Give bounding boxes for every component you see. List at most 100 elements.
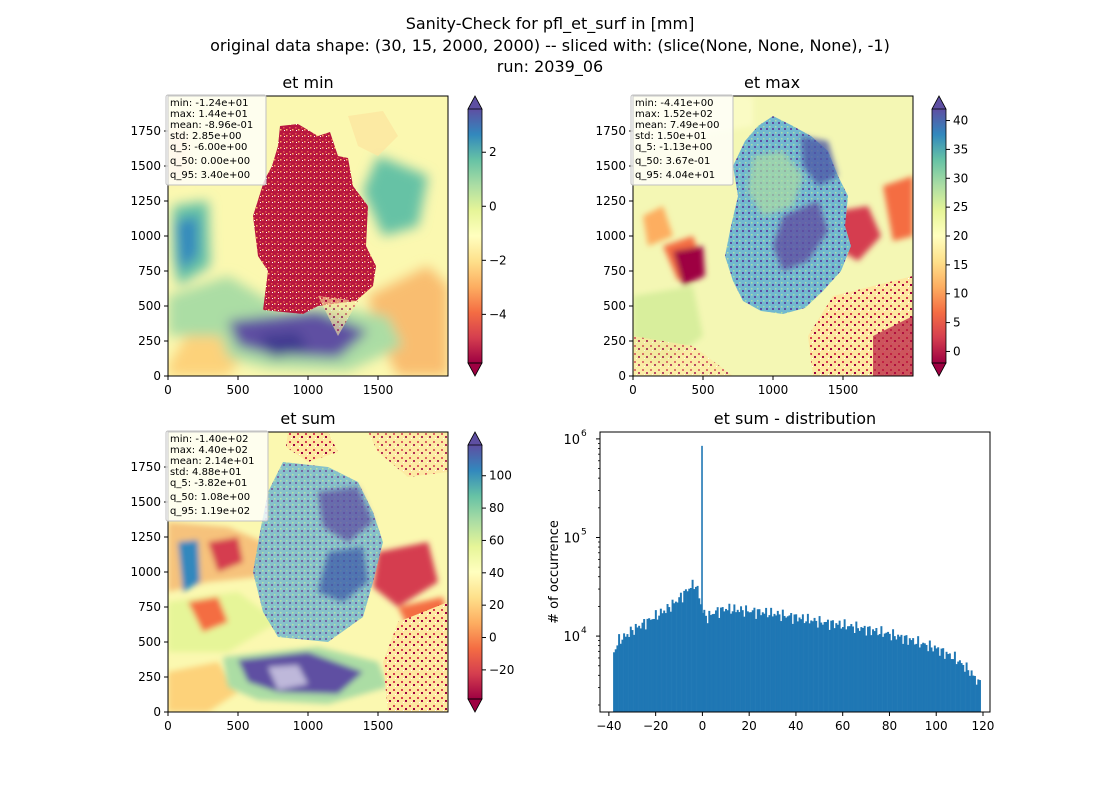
histogram-bar — [713, 613, 716, 712]
histogram-bar — [820, 622, 823, 712]
histogram-bar — [743, 616, 746, 712]
stats-line: std: 1.50e+01 — [635, 131, 707, 142]
histogram-bar — [857, 628, 859, 712]
histogram-bar — [972, 675, 975, 712]
stats-line: q_50: 3.67e-01 — [635, 156, 710, 167]
histogram-bar — [626, 634, 629, 712]
histogram-bar — [877, 635, 880, 712]
histogram-bar — [800, 619, 803, 712]
panel-title: et min — [282, 73, 333, 92]
histogram-bar — [683, 590, 686, 712]
histogram-bar — [725, 608, 728, 712]
y-tick-label: 250 — [603, 334, 626, 348]
histogram-bar — [796, 621, 799, 712]
y-tick-label: 1500 — [130, 495, 161, 509]
histogram-bar — [892, 629, 895, 712]
histogram-bar — [775, 615, 778, 712]
histogram-bar — [920, 644, 923, 712]
y-tick-label: 1750 — [595, 124, 626, 138]
histogram-bar — [912, 638, 915, 712]
histogram-bar — [711, 614, 714, 712]
y-tick-label: 1000 — [130, 229, 161, 243]
histogram-bar — [893, 636, 896, 712]
stats-line: mean: -8.96e-01 — [170, 120, 253, 131]
histogram-bar — [745, 605, 748, 712]
histogram-bar — [950, 659, 953, 712]
histogram-bar — [970, 670, 973, 712]
histogram-bar — [852, 626, 854, 712]
histogram-bar — [815, 620, 818, 712]
histogram-bar — [917, 636, 920, 712]
histogram-bar — [883, 633, 886, 712]
histogram-bar — [618, 634, 621, 712]
colorbar-tick-label: 0 — [953, 344, 961, 358]
histogram-bar — [756, 609, 759, 712]
histogram-bar — [751, 610, 754, 712]
histogram-bar — [658, 615, 661, 712]
histogram-bar — [977, 679, 980, 712]
histogram-bar — [927, 651, 930, 712]
histogram-bar — [858, 630, 861, 712]
histogram-bar — [880, 626, 883, 712]
x-tick-label: 100 — [925, 719, 948, 733]
histogram-bar — [863, 625, 866, 712]
x-tick-label: 1500 — [828, 383, 859, 397]
histogram-bar — [735, 612, 738, 712]
histogram-bar — [648, 618, 651, 712]
histogram-bar — [773, 613, 776, 712]
colorbar-tick-label: 40 — [953, 114, 968, 128]
histogram-bar — [872, 629, 875, 712]
histogram-bar — [962, 664, 965, 712]
histogram-bar — [862, 627, 864, 712]
histogram-bar — [688, 588, 691, 712]
histogram-bar — [679, 592, 682, 712]
panel-et-min: et min 0 500 1000 1500 0 250 500 750 1000 1250 15… — [130, 73, 506, 397]
histogram-bar — [795, 614, 798, 712]
histogram-bar — [718, 617, 721, 712]
histogram-bar — [898, 636, 901, 712]
y-tick-label: 750 — [138, 600, 161, 614]
y-tick-label: 1750 — [130, 124, 161, 138]
colorbar-tick-label: −4 — [489, 307, 507, 321]
histogram-bar — [897, 634, 900, 712]
stats-line: q_5: -3.82e+01 — [170, 478, 247, 489]
histogram-bar — [641, 622, 644, 712]
heatmap-image — [633, 96, 913, 376]
histogram-bar — [890, 640, 893, 712]
y-tick-label: 1250 — [130, 530, 161, 544]
panel-title: et sum — [280, 409, 335, 428]
histogram-bar — [887, 631, 890, 712]
colorbar: 0 5 10 15 20 25 30 35 40 — [931, 95, 968, 377]
y-tick-label: 750 — [603, 264, 626, 278]
histogram-bar — [659, 608, 662, 712]
histogram-bar — [918, 647, 921, 712]
histogram-bar — [932, 651, 935, 712]
x-tick-label: 0 — [164, 383, 172, 397]
histogram-bar — [816, 627, 819, 712]
y-tick-label: 1000 — [595, 229, 626, 243]
histogram-bar — [902, 643, 905, 712]
stats-line: q_50: 1.08e+00 — [170, 492, 250, 503]
histogram-bar — [826, 619, 829, 712]
x-tick-label: −20 — [643, 719, 668, 733]
stats-line: q_95: 3.40e+00 — [170, 170, 250, 181]
histogram-bar — [798, 617, 801, 712]
histogram-bar — [821, 624, 824, 712]
y-tick-label: 500 — [603, 299, 626, 313]
histogram-bar — [708, 610, 711, 712]
histogram-bar — [930, 647, 933, 712]
colorbar-tick-label: 0 — [489, 631, 497, 645]
histogram-bar — [654, 610, 657, 712]
histogram-bar — [785, 617, 788, 712]
y-tick-label: 1250 — [595, 194, 626, 208]
histogram-bar — [661, 613, 664, 712]
colorbar-tick-label: 30 — [953, 171, 968, 185]
colorbar-tick-label: 100 — [489, 469, 512, 483]
histogram-bar — [765, 607, 768, 712]
y-tick-label: 0 — [153, 705, 161, 719]
histogram-bar — [740, 606, 743, 712]
histogram-bar — [806, 613, 809, 712]
histogram-bar — [900, 634, 903, 712]
